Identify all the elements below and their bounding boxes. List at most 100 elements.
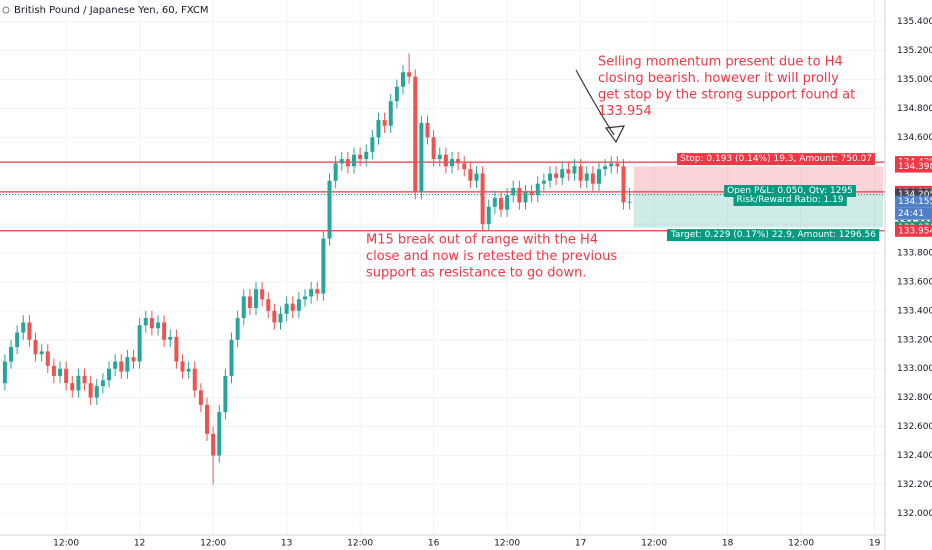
candle-body	[480, 173, 485, 225]
candle-body	[603, 166, 608, 170]
candle-body	[223, 375, 228, 413]
y-tick-label: 133.800	[897, 249, 932, 259]
x-tick-label: 12:00	[494, 539, 520, 549]
candle-body	[431, 137, 436, 160]
candle-body	[486, 206, 491, 225]
y-tick-label: 132.200	[897, 480, 932, 490]
candle-body	[590, 173, 595, 184]
candle-body	[290, 303, 295, 311]
x-tick-label: 12:00	[347, 539, 373, 549]
candle-body	[425, 122, 430, 138]
candle-body	[505, 195, 510, 210]
candle-body	[143, 318, 148, 326]
candle-body	[388, 101, 393, 126]
candle-body	[529, 192, 534, 196]
candle-body	[535, 183, 540, 196]
y-tick-label: 132.800	[897, 393, 932, 403]
candle-body	[2, 361, 7, 384]
candle-body	[45, 351, 50, 366]
annotation-line: close and now is retested the previous	[366, 249, 617, 264]
candle-body	[382, 120, 387, 126]
candle-body	[266, 299, 271, 311]
candle-body	[58, 368, 63, 376]
x-tick-label: 17	[575, 539, 586, 549]
candle-body	[192, 368, 197, 391]
annotation-line: support as resistance to go down.	[366, 266, 586, 281]
y-tick-label: 135.400	[897, 17, 932, 27]
drawn-arrow-head	[604, 125, 626, 144]
candle-body	[260, 289, 265, 300]
candle-body	[217, 412, 222, 456]
candle-body	[578, 166, 583, 181]
status-dot	[2, 6, 10, 14]
candle-body	[413, 76, 418, 193]
candle-body	[511, 187, 516, 196]
candle-body	[88, 383, 93, 398]
candle-body	[443, 154, 448, 167]
candle-body	[352, 154, 356, 167]
candle-body	[235, 318, 240, 340]
y-tick-label: 133.600	[897, 277, 932, 287]
candle-body	[333, 163, 338, 181]
candle-body	[162, 322, 167, 340]
price-label-box	[895, 195, 932, 208]
x-tick-label: 12	[134, 539, 145, 549]
x-tick-label: 12:00	[200, 539, 226, 549]
candle-body	[94, 386, 99, 398]
candle-body	[131, 357, 136, 362]
candle-body	[345, 159, 350, 167]
candle-body	[180, 361, 185, 372]
price-label: 134.398	[898, 162, 932, 172]
candle-body	[376, 120, 381, 138]
annotation-line: get stop by the strong support found at	[598, 88, 855, 103]
candle-body	[364, 151, 369, 160]
candle-body	[541, 180, 546, 184]
candle-body	[462, 163, 467, 170]
candle-body	[186, 368, 191, 372]
annotation-line: Selling momentum present due to H4	[598, 55, 843, 70]
candle-body	[437, 154, 442, 160]
annotation-line: 133.954	[598, 104, 652, 119]
candle-body	[174, 336, 179, 362]
candle-body	[492, 198, 497, 207]
candle-body	[339, 159, 344, 164]
price-label: 134.155	[898, 197, 932, 207]
candle-body	[156, 322, 161, 329]
grid	[0, 0, 885, 535]
candle-body	[125, 357, 130, 372]
candle-body	[247, 296, 252, 308]
x-tick-label: 13	[281, 539, 292, 549]
candle-body	[621, 166, 626, 203]
candle-body	[51, 365, 56, 376]
candle-body	[9, 347, 14, 362]
target-label-box	[666, 229, 880, 242]
y-tick-label: 133.400	[897, 306, 932, 316]
candle-body	[33, 339, 38, 355]
countdown: 24:41	[898, 209, 924, 219]
rr-label: Risk/Reward Ratio: 1.19	[736, 195, 843, 205]
candle-body	[27, 322, 32, 340]
candle-body	[254, 289, 259, 308]
candle-body	[296, 299, 301, 311]
candle-body	[609, 163, 614, 167]
x-tick-label: 19	[869, 539, 881, 549]
candle-body	[517, 187, 522, 203]
x-tick-label: 12:00	[53, 539, 79, 549]
candle-body	[168, 336, 173, 340]
candle-body	[596, 169, 601, 184]
y-tick-label: 134.600	[897, 133, 932, 143]
y-tick-label: 132.000	[897, 509, 932, 519]
candle-body	[64, 368, 69, 384]
candle-body	[370, 137, 375, 152]
candle-body	[523, 192, 528, 203]
candle-body	[456, 159, 461, 164]
target-label: Target: 0.229 (0.17%) 22.9, Amount: 1296…	[670, 230, 876, 240]
candle-body	[211, 433, 216, 456]
y-tick-label: 135.000	[897, 75, 932, 85]
candle-body	[554, 173, 559, 178]
annotation-line: closing bearish. however it will prolly	[598, 71, 839, 86]
candle-body	[358, 154, 363, 160]
candle-body	[198, 390, 203, 405]
candle-body	[498, 198, 503, 210]
